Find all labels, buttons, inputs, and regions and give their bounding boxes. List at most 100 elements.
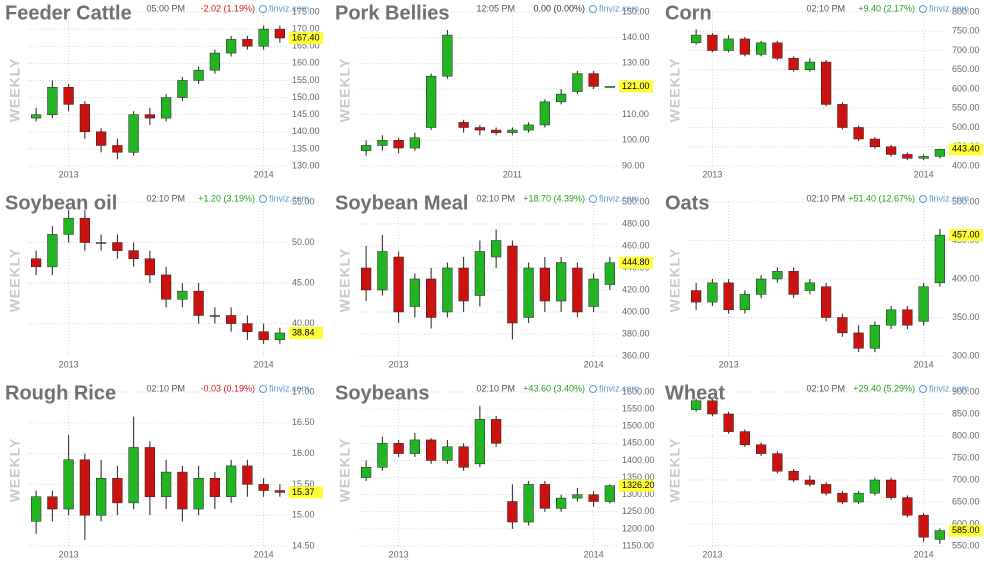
- candle-body: [161, 471, 172, 497]
- candle-body: [458, 446, 469, 468]
- candle-body: [128, 250, 139, 259]
- last-value-label: 443.40: [952, 144, 980, 154]
- source-icon: [589, 5, 597, 13]
- change: +51.40 (12.67%): [848, 193, 915, 203]
- chart-panel: 400.00450.00500.00550.00600.00650.00700.…: [665, 2, 983, 179]
- y-tick-label: 360.00: [622, 350, 650, 360]
- chart-panel: 550.00 600.00 650.00 700.00 750.00 800.00 850.…: [665, 382, 983, 559]
- candle-body: [96, 477, 107, 516]
- candle-body: [691, 400, 702, 410]
- y-tick-label: 90.00: [622, 160, 645, 170]
- y-tick-label: 350.00: [952, 312, 980, 322]
- candle-body: [226, 465, 237, 497]
- chart-title: Rough Rice: [5, 382, 116, 404]
- candle-body: [723, 38, 734, 51]
- source: finviz.com: [929, 383, 969, 393]
- candle-body: [821, 484, 832, 494]
- source: finviz.com: [269, 383, 309, 393]
- y-tick-label: 550.00: [952, 103, 980, 113]
- candle-body: [886, 309, 897, 326]
- y-tick-label: 460.00: [622, 240, 650, 250]
- side-label: WEEKLY: [667, 58, 683, 123]
- y-tick-label: 700.00: [952, 45, 980, 55]
- candle-body: [723, 282, 734, 311]
- candle-body: [886, 479, 897, 498]
- time: 02:10 PM: [146, 383, 185, 393]
- candle-body: [869, 324, 880, 349]
- candle-body: [442, 267, 453, 313]
- x-tick-label: 2014: [254, 359, 274, 369]
- candle-body: [572, 73, 583, 92]
- source-icon: [589, 195, 597, 203]
- x-tick-label: 2014: [584, 359, 604, 369]
- candle-body: [604, 86, 615, 88]
- source-icon: [919, 385, 927, 393]
- candle-body: [47, 496, 58, 510]
- candle-body: [902, 309, 913, 326]
- candle-body: [393, 140, 404, 149]
- y-tick-label: 380.00: [622, 328, 650, 338]
- change: +43.60 (3.40%): [523, 383, 585, 393]
- y-tick-label: 1400.00: [622, 455, 655, 465]
- candle-body: [226, 39, 237, 54]
- candle-body: [918, 286, 929, 322]
- x-tick-label: 2014: [914, 549, 934, 559]
- y-tick-label: 550.00: [952, 540, 980, 550]
- y-tick-label: 160.00: [292, 58, 320, 68]
- x-tick-label: 2014: [914, 169, 934, 179]
- candle-body: [458, 122, 469, 128]
- candle-body: [691, 34, 702, 44]
- x-tick-label: 2013: [702, 549, 722, 559]
- candle-body: [707, 34, 718, 51]
- candle-body: [788, 470, 799, 481]
- last-value-box: [289, 326, 323, 339]
- candle-body: [837, 317, 848, 334]
- y-tick-label: 130.00: [622, 58, 650, 68]
- change: +29.40 (5.29%): [853, 383, 915, 393]
- x-tick-label: 2013: [59, 359, 79, 369]
- change: +9.40 (2.17%): [858, 3, 915, 13]
- time: 05:00 PM: [146, 3, 185, 13]
- candle-body: [409, 278, 420, 307]
- candle-body: [177, 290, 188, 300]
- candle-body: [442, 446, 453, 461]
- candle-body: [523, 267, 534, 318]
- y-tick-label: 155.00: [292, 75, 320, 85]
- y-tick-label: 300.00: [952, 350, 980, 360]
- candle-body: [804, 479, 815, 485]
- y-tick-label: 175.00: [292, 6, 320, 16]
- candle-body: [739, 294, 750, 311]
- candle-body: [258, 484, 269, 491]
- y-tick-label: 1250.00: [622, 506, 655, 516]
- y-tick-label: 140.00: [292, 126, 320, 136]
- candle-body: [474, 251, 485, 296]
- side-label: WEEKLY: [337, 248, 353, 313]
- candle-body: [539, 484, 550, 509]
- candle-body: [144, 114, 155, 119]
- y-tick-label: 1450.00: [622, 438, 655, 448]
- x-tick-label: 2013: [702, 169, 722, 179]
- candle-body: [934, 149, 945, 157]
- y-tick-label: 45.00: [292, 277, 315, 287]
- candle-body: [707, 282, 718, 303]
- y-tick-label: 150.00: [292, 92, 320, 102]
- candle-body: [572, 494, 583, 499]
- candle-body: [47, 234, 58, 268]
- last-value-box: [289, 486, 323, 499]
- change: +1.20 (3.19%): [198, 193, 255, 203]
- candle-body: [853, 127, 864, 140]
- y-tick-label: 600.00: [952, 518, 980, 528]
- y-tick-label: 145.00: [292, 109, 320, 119]
- chart-panel: 130.00 135.00 140.00 145.00 150.00 155.00 160.…: [5, 2, 323, 179]
- candle-body: [572, 267, 583, 313]
- candle-body: [226, 315, 237, 324]
- candle-body: [31, 114, 42, 119]
- chart-title: Soybean Meal: [335, 192, 468, 214]
- y-tick-label: 55.00: [292, 196, 315, 206]
- candle-body: [274, 490, 285, 493]
- candle-body: [96, 131, 107, 146]
- y-tick-label: 800.00: [952, 430, 980, 440]
- candle-body: [31, 496, 42, 522]
- candle-body: [788, 57, 799, 71]
- candle-body: [804, 61, 815, 70]
